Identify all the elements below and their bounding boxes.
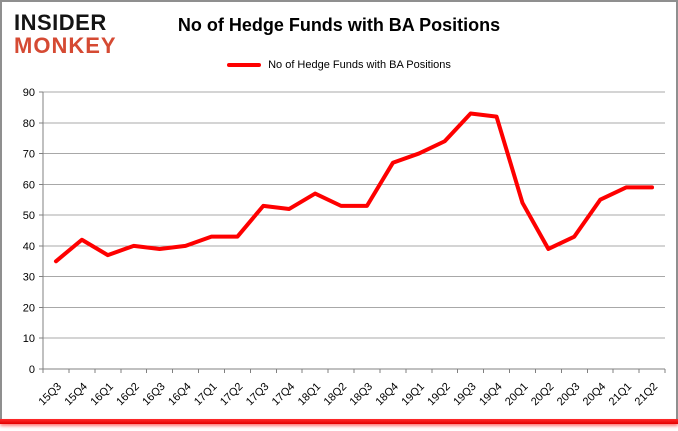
chart-title: No of Hedge Funds with BA Positions <box>177 15 501 35</box>
x-tick-label: 17Q4 <box>270 381 298 409</box>
x-tick-labels: 15Q315Q416Q116Q216Q316Q417Q117Q217Q317Q4… <box>37 381 661 409</box>
x-tick-label: 19Q1 <box>399 381 427 409</box>
y-tick-label: 60 <box>23 179 35 191</box>
x-tick-label: 18Q4 <box>373 381 401 409</box>
x-tick-label: 18Q1 <box>296 381 324 409</box>
axis-ticks <box>39 91 666 373</box>
y-tick-label: 40 <box>23 241 35 253</box>
data-line-hedge-funds <box>53 111 655 264</box>
chart-border: INSIDER MONKEY No of Hedge Funds with BA… <box>0 0 678 419</box>
x-tick-label: 20Q3 <box>555 381 583 409</box>
x-tick-label: 18Q2 <box>322 381 350 409</box>
x-tick-label: 16Q3 <box>140 381 168 409</box>
logo-insider-text: INSIDER <box>14 10 107 35</box>
x-tick-label: 16Q2 <box>114 381 142 409</box>
x-tick-label: 20Q2 <box>529 381 557 409</box>
x-tick-label: 16Q1 <box>88 381 116 409</box>
axes <box>42 92 665 370</box>
x-tick-label: 21Q2 <box>633 381 661 409</box>
x-tick-label: 15Q4 <box>62 381 90 409</box>
y-tick-label: 30 <box>23 272 35 284</box>
x-tick-label: 19Q4 <box>477 381 505 409</box>
x-tick-label: 17Q3 <box>244 381 272 409</box>
logo-monkey-text: MONKEY <box>14 33 117 58</box>
x-tick-label: 19Q2 <box>425 381 453 409</box>
y-tick-label: 10 <box>23 333 35 345</box>
y-tick-label: 20 <box>23 302 35 314</box>
insider-monkey-logo: INSIDER MONKEY <box>14 12 117 57</box>
x-tick-label: 16Q4 <box>166 381 194 409</box>
x-tick-label: 17Q1 <box>192 381 220 409</box>
legend: No of Hedge Funds with BA Positions <box>2 59 676 71</box>
gridlines <box>43 91 665 339</box>
legend-line-swatch <box>227 63 262 67</box>
y-tick-label: 90 <box>23 87 35 99</box>
y-tick-label: 70 <box>23 149 35 161</box>
bottom-red-border <box>0 419 678 424</box>
y-tick-label: 0 <box>29 364 35 376</box>
y-tick-labels: 0 10 20 30 40 50 60 70 80 90 <box>23 87 35 376</box>
x-tick-label: 19Q3 <box>451 381 479 409</box>
y-tick-label: 80 <box>23 118 35 130</box>
x-tick-label: 21Q1 <box>607 381 635 409</box>
x-tick-label: 17Q2 <box>218 381 246 409</box>
y-tick-label: 50 <box>23 210 35 222</box>
x-tick-label: 20Q1 <box>503 381 531 409</box>
x-tick-label: 18Q3 <box>348 381 376 409</box>
x-tick-label: 15Q3 <box>37 381 65 409</box>
x-tick-label: 20Q4 <box>581 381 609 409</box>
legend-label: No of Hedge Funds with BA Positions <box>268 59 451 71</box>
